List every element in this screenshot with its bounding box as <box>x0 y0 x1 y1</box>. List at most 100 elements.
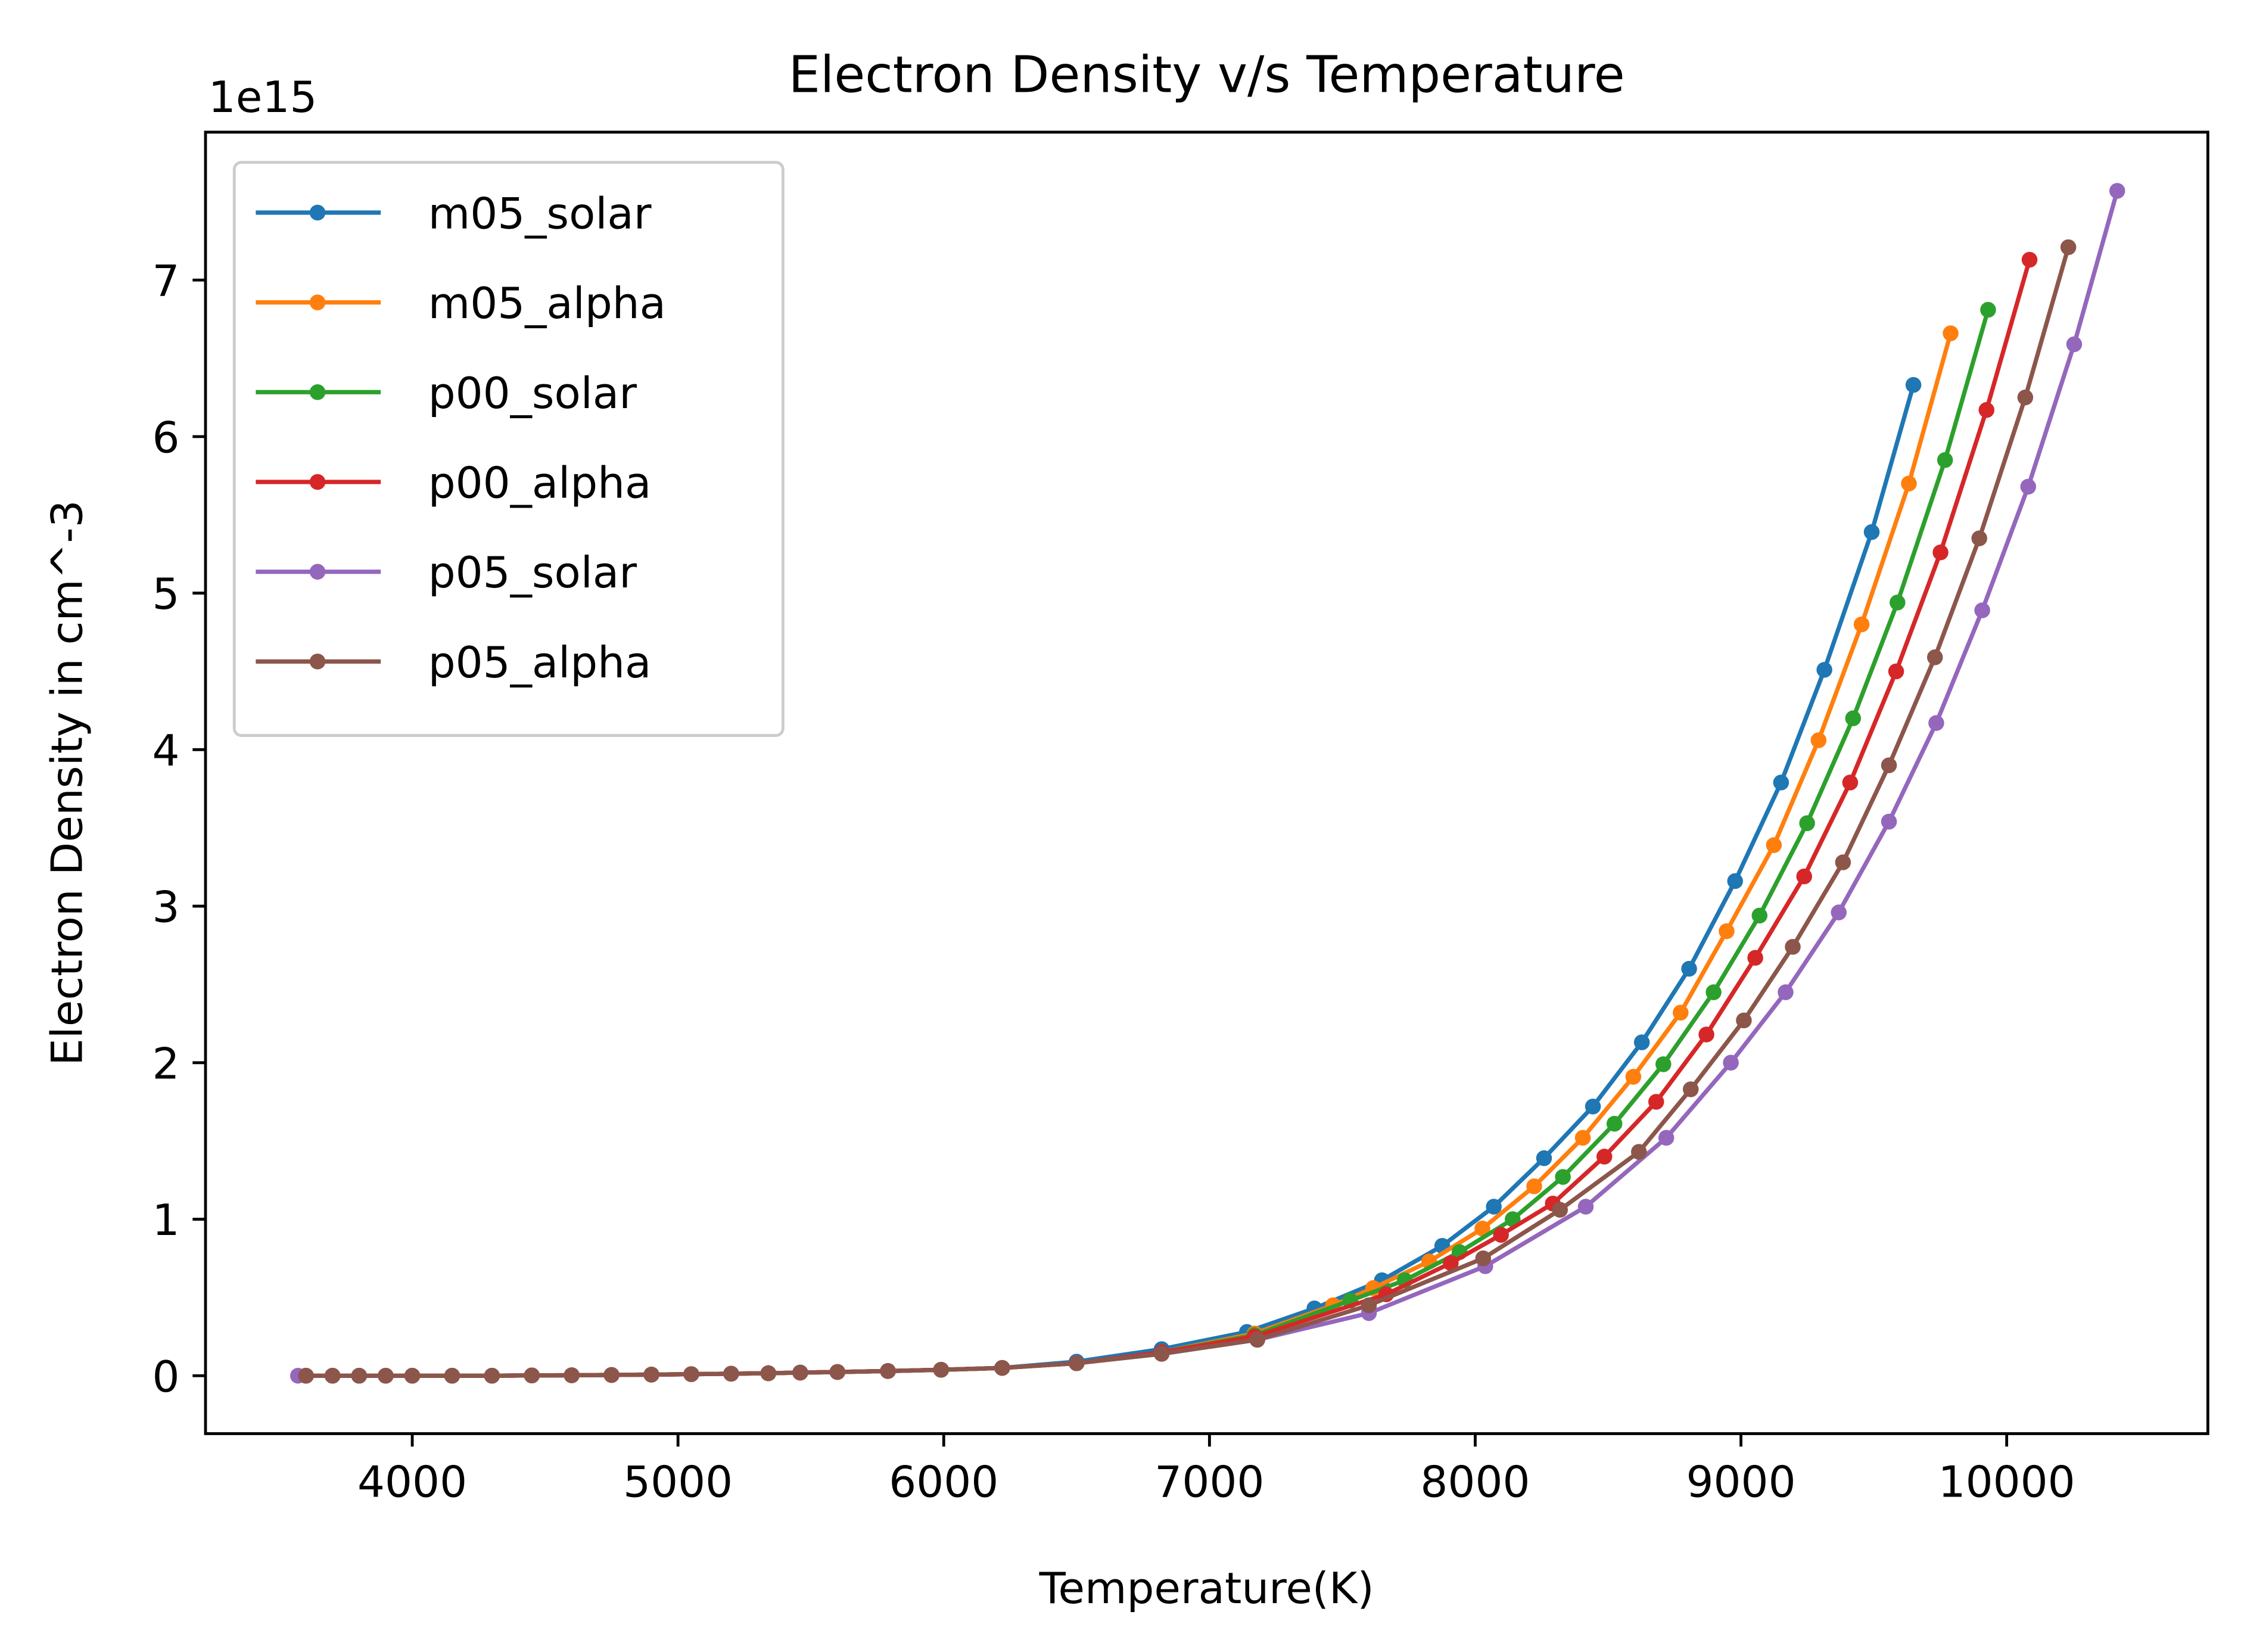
data-point <box>1937 452 1953 468</box>
legend-label: p05_alpha <box>428 638 652 688</box>
x-tick-label: 8000 <box>1420 1458 1530 1508</box>
y-tick-label: 0 <box>152 1352 180 1402</box>
data-point <box>404 1368 421 1384</box>
legend-marker <box>309 654 326 670</box>
data-point <box>1736 1012 1752 1029</box>
legend-label: m05_alpha <box>428 279 666 329</box>
data-point <box>1831 904 1847 920</box>
data-point <box>1682 1081 1699 1097</box>
x-tick-label: 7000 <box>1154 1458 1264 1508</box>
x-tick-label: 5000 <box>623 1458 733 1508</box>
data-point <box>2020 478 2037 495</box>
data-point <box>1943 325 1959 341</box>
y-tick-label: 6 <box>152 413 180 463</box>
data-point <box>603 1367 620 1383</box>
data-point <box>2109 183 2125 199</box>
data-point <box>1681 960 1697 977</box>
data-point <box>1932 545 1949 561</box>
legend-marker <box>309 564 326 580</box>
y-axis-label: Electron Density in cm^-3 <box>43 500 93 1065</box>
data-point <box>723 1365 739 1382</box>
data-point <box>298 1368 314 1384</box>
data-point <box>1766 837 1782 853</box>
data-point <box>760 1365 777 1382</box>
legend-label: p05_solar <box>428 548 637 598</box>
data-point <box>1486 1199 1502 1215</box>
data-point <box>1890 595 1906 611</box>
data-point <box>1835 854 1851 870</box>
data-point <box>1773 774 1789 791</box>
y-tick-label: 2 <box>152 1039 180 1089</box>
data-point <box>1719 923 1735 939</box>
data-point <box>2017 389 2034 406</box>
data-point <box>1153 1346 1170 1362</box>
data-point <box>1842 774 1859 791</box>
data-point <box>1658 1130 1674 1146</box>
data-point <box>1596 1149 1613 1165</box>
data-point <box>1863 524 1880 540</box>
legend-marker <box>309 294 326 310</box>
legend-label: p00_alpha <box>428 459 652 509</box>
legend-marker <box>309 384 326 400</box>
data-point <box>1625 1069 1642 1085</box>
chart-title: Electron Density v/s Temperature <box>789 45 1625 104</box>
y-tick-label: 7 <box>152 257 180 307</box>
data-point <box>444 1368 460 1384</box>
x-tick-label: 9000 <box>1686 1458 1796 1508</box>
data-point <box>1901 475 1917 491</box>
data-point <box>1493 1227 1509 1243</box>
data-point <box>643 1367 659 1383</box>
data-point <box>1526 1178 1542 1194</box>
data-point <box>1633 1034 1650 1050</box>
data-point <box>1971 530 1987 546</box>
data-point <box>1926 649 1943 665</box>
data-point <box>1816 662 1832 678</box>
x-tick-label: 6000 <box>889 1458 998 1508</box>
plot-area <box>290 183 2125 1384</box>
plot-frame <box>204 130 2209 1435</box>
data-point <box>1810 732 1827 748</box>
data-point <box>1881 757 1897 773</box>
offset-label: 1e15 <box>208 73 318 123</box>
data-point <box>1574 1130 1591 1146</box>
data-point <box>524 1367 540 1384</box>
data-point <box>1069 1355 1085 1371</box>
data-point <box>1723 1054 1739 1071</box>
data-point <box>1475 1250 1492 1267</box>
data-point <box>1555 1169 1571 1185</box>
data-point <box>1552 1202 1568 1218</box>
data-point <box>1249 1331 1265 1348</box>
data-point <box>1536 1150 1552 1166</box>
data-point <box>1474 1221 1490 1237</box>
y-tick-label: 1 <box>152 1196 180 1246</box>
y-tick-label: 3 <box>152 883 180 933</box>
data-point <box>1747 950 1763 966</box>
data-point <box>829 1364 846 1380</box>
x-tick-label: 4000 <box>357 1458 467 1508</box>
data-point <box>1888 663 1904 680</box>
data-point <box>1853 616 1870 633</box>
data-point <box>1751 907 1768 924</box>
data-point <box>1698 1026 1714 1043</box>
x-axis-label: Temperature(K) <box>1039 1564 1374 1614</box>
data-point <box>1361 1297 1377 1314</box>
data-point <box>1881 813 1897 830</box>
data-point <box>1905 377 1922 393</box>
legend-marker <box>309 204 326 221</box>
y-tick-label: 4 <box>152 726 180 776</box>
data-point <box>933 1362 950 1378</box>
data-point <box>1705 984 1722 1000</box>
data-point <box>880 1363 896 1379</box>
data-point <box>1796 868 1812 885</box>
data-point <box>2066 336 2083 353</box>
data-point <box>1980 301 1996 318</box>
data-point <box>484 1368 500 1384</box>
data-point <box>1606 1116 1623 1132</box>
legend-box <box>232 161 785 737</box>
data-point <box>2021 251 2038 268</box>
data-point <box>324 1368 341 1384</box>
data-point <box>351 1368 368 1384</box>
data-point <box>1845 710 1862 727</box>
